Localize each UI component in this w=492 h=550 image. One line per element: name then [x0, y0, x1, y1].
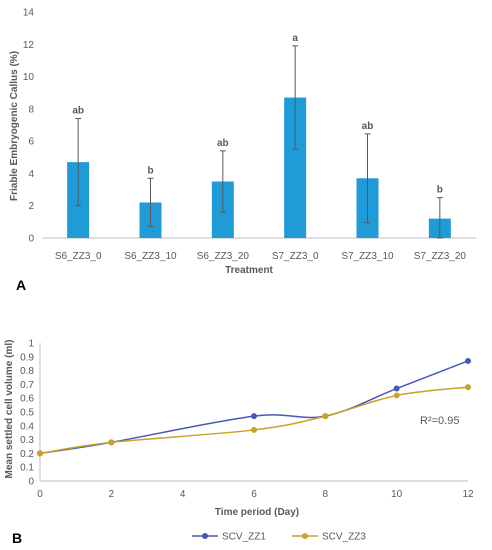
y-tick-label: 0.1	[20, 463, 34, 474]
x-tick-label: 8	[323, 489, 329, 500]
panel-label-b: B	[12, 530, 22, 546]
data-point	[322, 413, 329, 420]
data-point	[251, 426, 257, 433]
x-tick-label: S6_ZZ3_20	[197, 251, 250, 262]
series-line	[39, 360, 469, 455]
y-tick-label: 8	[28, 104, 34, 115]
significance-labels-a: ab b ab a ab b	[72, 33, 443, 196]
significance-label: b	[437, 185, 443, 196]
error-bars-a	[75, 45, 443, 239]
data-point	[393, 385, 400, 392]
bars-a	[67, 97, 451, 238]
y-tick-label: 0.5	[20, 408, 34, 419]
y-tick-label: 0.4	[20, 421, 34, 432]
y-axis-title-a: Friable Embryogenic Callus (%)	[9, 51, 20, 201]
significance-label: b	[147, 165, 153, 176]
data-point	[251, 413, 257, 420]
x-tick-label: S6_ZZ3_0	[55, 251, 102, 262]
x-tick-label: 2	[109, 489, 115, 500]
y-tick-label: 0.3	[20, 435, 34, 446]
y-tick-label: 14	[23, 8, 35, 19]
y-tick-label: 2	[28, 201, 34, 212]
data-point	[37, 450, 43, 457]
legend-marker	[202, 533, 208, 539]
data-point	[465, 384, 471, 391]
series-line	[39, 386, 469, 455]
bar	[284, 97, 307, 238]
x-tick-label: S7_ZZ3_0	[272, 251, 319, 262]
x-tick-label: S6_ZZ3_10	[124, 251, 177, 262]
y-tick-label: 0	[28, 477, 34, 488]
y-tick-label: 10	[23, 72, 35, 83]
y-tick-label: 0.9	[20, 352, 34, 363]
series-lines-b	[39, 360, 469, 455]
data-point	[108, 439, 115, 446]
x-axis-ticks-b: 0 2 4 6 8 10 12	[37, 489, 474, 500]
y-tick-label: 0	[28, 234, 34, 245]
y-tick-label: 12	[23, 40, 35, 51]
legend-label: SCV_ZZ1	[222, 532, 266, 543]
y-axis-title-b: Mean settled cell volume (ml)	[4, 340, 15, 479]
y-tick-label: 4	[28, 169, 34, 180]
x-axis-ticks-a: S6_ZZ3_0 S6_ZZ3_10 S6_ZZ3_20 S7_ZZ3_0 S7_ZZ3…	[55, 251, 467, 262]
legend-b: SCV_ZZ1 SCV_ZZ3	[192, 532, 366, 543]
x-tick-label: 10	[391, 489, 403, 500]
significance-label: ab	[217, 138, 229, 149]
x-tick-label: S7_ZZ3_10	[341, 251, 394, 262]
significance-label: ab	[362, 121, 374, 132]
legend-label: SCV_ZZ3	[322, 532, 366, 543]
y-tick-label: 1	[28, 339, 34, 350]
x-axis-title-b: Time period (Day)	[215, 507, 299, 518]
panel-label-a: A	[16, 277, 26, 293]
y-tick-label: 0.7	[20, 380, 34, 391]
x-tick-label: 12	[462, 489, 474, 500]
x-tick-label: 6	[251, 489, 257, 500]
r-squared-annotation: R²=0.95	[420, 415, 459, 427]
y-tick-label: 0.8	[20, 366, 34, 377]
y-tick-label: 0.6	[20, 394, 34, 405]
series-points-b	[37, 357, 471, 457]
x-axis-title-a: Treatment	[225, 265, 273, 276]
data-point	[465, 357, 471, 364]
x-tick-label: 4	[180, 489, 186, 500]
y-axis-ticks-b: 0 0.1 0.2 0.3 0.4 0.5 0.6 0.7 0.8 0.9 1	[20, 339, 34, 488]
line-chart-panel-b: 00.10.20.30.40.50.60.70.80.91 0 2 4 6 8 10 12 …	[4, 339, 474, 547]
significance-label: ab	[72, 106, 84, 117]
y-tick-label: 6	[28, 137, 34, 148]
y-axis-ticks-a: 0 2 4 6 8 10 12 14	[23, 8, 35, 245]
data-point	[393, 392, 400, 399]
y-tick-label: 0.2	[20, 449, 34, 460]
x-tick-label: S7_ZZ3_20	[414, 251, 467, 262]
x-tick-label: 0	[37, 489, 43, 500]
legend-marker	[302, 533, 308, 539]
significance-label: a	[292, 33, 298, 44]
